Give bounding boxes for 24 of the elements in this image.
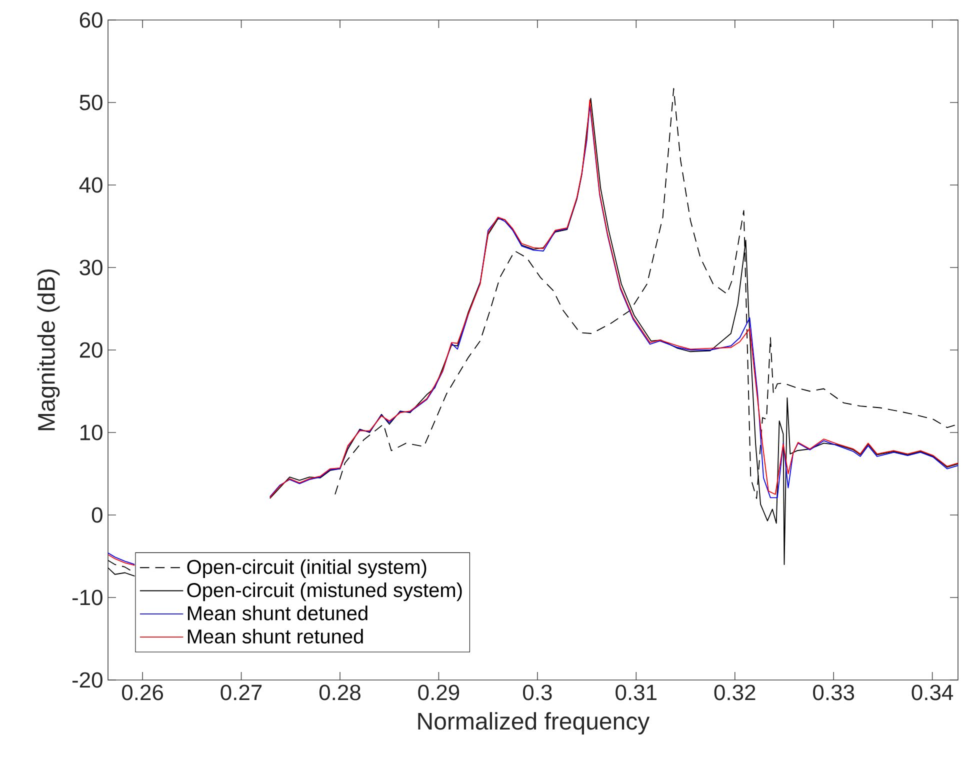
x-tick-label: 0.34 [912, 684, 954, 700]
x-tick-label: 0.3 [523, 684, 552, 700]
y-axis-title: Magnitude (dB) [37, 269, 60, 430]
x-tick-label: 0.27 [220, 684, 262, 700]
x-tick-label: 0.32 [714, 684, 756, 700]
x-tick-label: 0.33 [813, 684, 854, 700]
y-tick-label: 0 [92, 507, 102, 523]
y-tick-label: 50 [80, 94, 102, 110]
legend-label: Mean shunt retuned [188, 628, 363, 644]
y-tick-label: 40 [79, 177, 102, 193]
x-tick-label: 0.26 [122, 684, 163, 700]
x-tick-label: 0.31 [616, 684, 656, 700]
x-tick-label: 0.29 [418, 684, 460, 700]
x-axis-title: Normalized frequency [418, 712, 650, 734]
x-tick-label: 0.28 [319, 684, 360, 700]
y-tick-label: 10 [80, 424, 102, 440]
legend-label: Open-circuit (initial system) [187, 559, 426, 578]
y-tick-label: 20 [80, 342, 102, 358]
legend-label: Open-circuit (mistuned system) [187, 582, 462, 602]
legend-label: Mean shunt detuned [188, 606, 368, 620]
y-tick-label: -20 [72, 672, 102, 688]
y-tick-label: -10 [72, 590, 102, 606]
y-tick-label: 60 [80, 12, 102, 28]
y-tick-label: 30 [80, 260, 102, 276]
